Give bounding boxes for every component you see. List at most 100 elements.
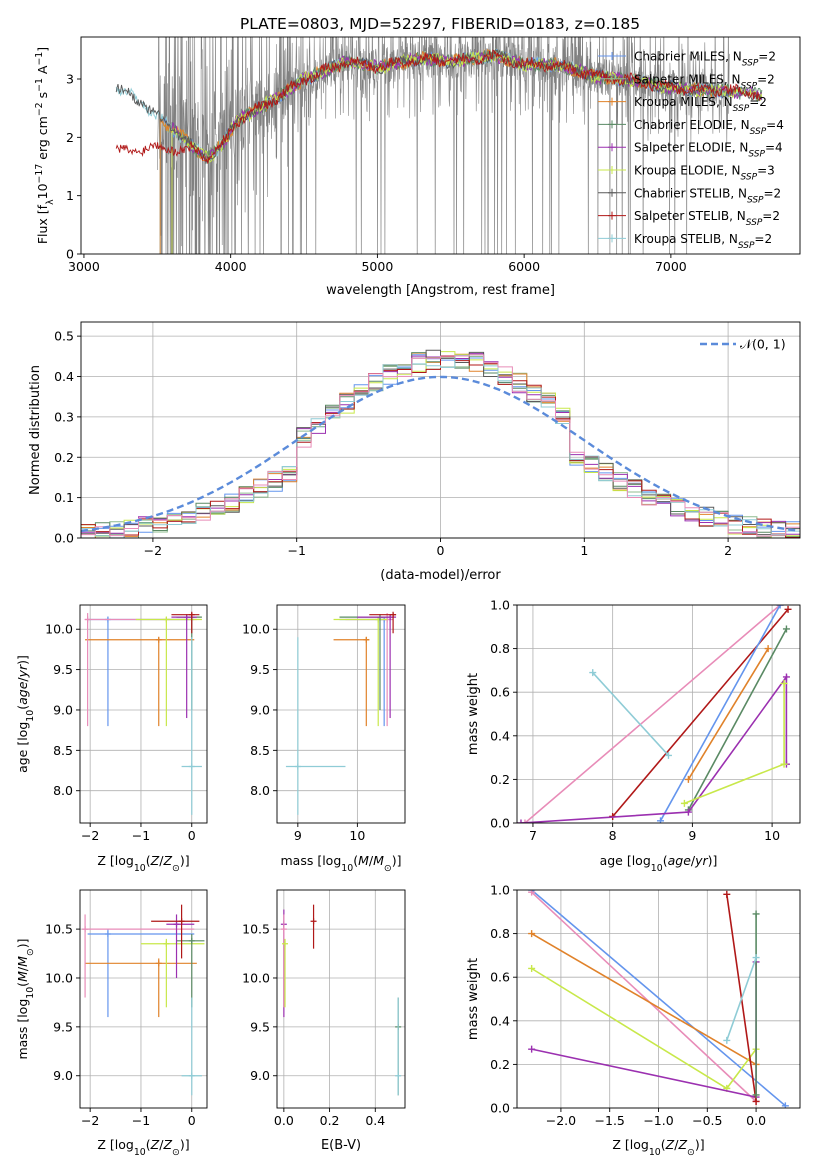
y-tick-label: 10.0 <box>45 622 73 637</box>
weight-line <box>524 605 781 823</box>
data-point <box>764 645 772 653</box>
y-tick-label: 8.5 <box>250 743 270 758</box>
axes-age-vs-mass: 9 10 8.0 8.5 9.0 9.5 10.0 mass [log10(M/M⊙)] <box>242 604 406 874</box>
legend-marker <box>608 234 616 243</box>
y-tick-label: 8.0 <box>53 783 73 798</box>
legend-marker <box>608 188 616 197</box>
y-tick-label: 0.2 <box>54 450 74 465</box>
x-axis-label: mass [log10(M/M⊙)] <box>280 853 401 874</box>
y-tick-label: 0.5 <box>54 329 74 344</box>
plot-area <box>285 611 397 815</box>
data-point <box>282 940 288 947</box>
y-tick-label: 0.0 <box>490 1101 510 1116</box>
data-point <box>395 1072 402 1079</box>
data-point <box>178 918 185 925</box>
axis-decorations: −2.0 −1.5 −1.0 −0.5 0.0 0.0 0.2 0.4 0.6 0.8 1.0 Z [… <box>466 883 801 1158</box>
histogram-step <box>81 354 800 538</box>
x-tick-label: 0 <box>188 828 196 843</box>
gridlines <box>517 889 800 1109</box>
weight-line <box>592 672 670 756</box>
y-tick-label: 1.0 <box>490 883 510 898</box>
gridlines <box>80 605 207 823</box>
model-line-salpeter-stelib <box>115 49 762 164</box>
data-point <box>517 819 525 823</box>
legend-entry: Salpeter MILES, NSSP=2 <box>634 72 775 91</box>
x-axis-label: Z [log10(Z/Z⊙)] <box>97 853 189 874</box>
x-axis-label: wavelength [Angstrom, rest frame] <box>326 283 555 298</box>
y-tick-label: 9.0 <box>53 1068 73 1083</box>
gridlines <box>517 604 800 824</box>
data-point <box>188 763 195 770</box>
data-point <box>780 760 788 768</box>
histogram-step <box>81 349 800 536</box>
data-point <box>780 679 788 687</box>
axis-decorations: −2 −1 0 9.0 9.5 10.0 10.5 Z [log10(Z/Z⊙)] mass [… <box>15 889 208 1158</box>
y-tick-label: 0.8 <box>490 641 510 656</box>
y-tick-label: 9.0 <box>250 1068 270 1083</box>
axes-mass-vs-Z: −2 −1 0 9.0 9.5 10.0 10.5 Z [log10(Z/Z⊙)] mass [… <box>15 889 208 1158</box>
legend-entry: Chabrier ELODIE, NSSP=4 <box>634 118 784 137</box>
gridlines <box>277 890 405 1108</box>
y-tick-label: 3 <box>66 72 74 87</box>
weight-line <box>659 605 781 822</box>
data-point <box>680 799 688 807</box>
x-tick-label: −1 <box>287 543 305 558</box>
y-axis-label: mass weight <box>466 673 481 755</box>
x-tick-label: −1 <box>132 828 150 843</box>
y-tick-label: 1.0 <box>490 598 510 613</box>
plot-area <box>280 904 402 1096</box>
weight-line <box>520 674 788 823</box>
data-point <box>752 1097 760 1105</box>
legend-entry: Kroupa ELODIE, NSSP=3 <box>634 164 775 183</box>
y-axis-label: mass weight <box>466 958 481 1040</box>
axis-decorations: 7 8 9 10 0.0 0.2 0.4 0.6 0.8 1.0 age [log10(age/yr… <box>466 598 801 874</box>
x-tick-label: 0 <box>437 543 445 558</box>
data-point <box>684 808 692 816</box>
data-point <box>723 890 731 898</box>
y-tick-label: 0.2 <box>490 1057 510 1072</box>
plot-area <box>517 605 792 823</box>
legend-marker <box>608 211 616 220</box>
data-point <box>684 775 692 783</box>
y-tick-label: 9.5 <box>53 1019 73 1034</box>
y-tick-label: 9.5 <box>53 662 73 677</box>
legend-entry: Chabrier MILES, NSSP=2 <box>634 50 776 69</box>
axes-mass-vs-EBV: 0.0 0.2 0.4 9.0 9.5 10.0 10.5 E(B-V) <box>242 889 406 1153</box>
x-tick-label: 3000 <box>68 259 100 274</box>
weight-line <box>687 628 788 811</box>
data-point <box>280 926 287 933</box>
x-tick-label: −0.5 <box>692 1113 722 1128</box>
y-axis-label: age [log10(age/yr)] <box>15 655 36 773</box>
x-tick-label: −1.5 <box>595 1113 625 1128</box>
axes-weight-vs-age: 7 8 9 10 0.0 0.2 0.4 0.6 0.8 1.0 age [log10(age/yr… <box>466 598 801 874</box>
x-tick-label: 5000 <box>361 259 393 274</box>
data-point <box>776 605 784 609</box>
axes-frame <box>516 604 801 824</box>
histogram-step <box>81 354 800 537</box>
data-point <box>173 921 180 928</box>
y-axis-label: mass [log10(M/M⊙)] <box>15 938 36 1059</box>
axis-decorations: 9 10 8.0 8.5 9.0 9.5 10.0 mass [log10(M/M⊙)] <box>242 604 406 874</box>
y-tick-label: 0.1 <box>54 490 74 505</box>
x-tick-label: −2 <box>144 543 162 558</box>
data-point <box>782 625 790 633</box>
data-point <box>521 819 529 823</box>
plot-area <box>84 611 202 815</box>
weight-line <box>726 957 757 1041</box>
weight-line <box>531 961 757 1099</box>
weight-line <box>612 608 789 818</box>
legend-entry: Salpeter ELODIE, NSSP=4 <box>634 141 783 160</box>
x-axis-label: age [log10(age/yr)] <box>600 853 718 874</box>
data-point <box>784 605 792 613</box>
legend-marker <box>608 97 616 106</box>
weight-line <box>531 891 757 1103</box>
plot-area <box>115 37 763 254</box>
data-point <box>781 1102 789 1108</box>
data-point <box>589 669 597 677</box>
data-point <box>390 611 397 618</box>
y-tick-label: 1 <box>66 188 74 203</box>
x-tick-label: 0.2 <box>320 1113 340 1128</box>
figure-title: PLATE=0803, MJD=52297, FIBERID=0183, z=0… <box>240 15 640 33</box>
weight-line <box>531 932 757 1066</box>
